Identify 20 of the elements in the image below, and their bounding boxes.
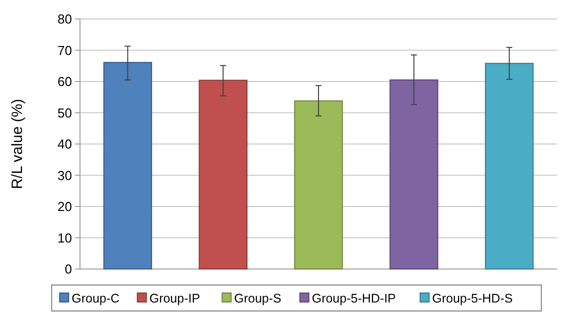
bar xyxy=(484,62,534,270)
y-tick-label: 80 xyxy=(58,12,72,27)
y-tick-label: 0 xyxy=(64,262,72,277)
y-tick-label: 10 xyxy=(58,230,72,246)
bar xyxy=(390,79,438,270)
y-axis-title: R/L value (%) xyxy=(9,98,26,190)
y-tick-label: 20 xyxy=(58,199,72,214)
bar xyxy=(198,80,248,270)
y-tick-label: 60 xyxy=(58,74,72,90)
y-tick-label: 30 xyxy=(58,168,72,183)
y-tick-label: 70 xyxy=(58,42,72,58)
legend-label: Group-IP xyxy=(149,291,200,306)
legend-label: Group-5-HD-S xyxy=(432,291,513,306)
bar xyxy=(103,62,152,270)
bar xyxy=(294,100,343,270)
legend-label: Group-S xyxy=(234,291,282,306)
legend-label: Group-C xyxy=(72,291,120,306)
y-tick-label: 50 xyxy=(58,105,72,120)
legend-label: Group-5-HD-IP xyxy=(312,291,396,306)
y-tick-label: 40 xyxy=(58,136,72,152)
